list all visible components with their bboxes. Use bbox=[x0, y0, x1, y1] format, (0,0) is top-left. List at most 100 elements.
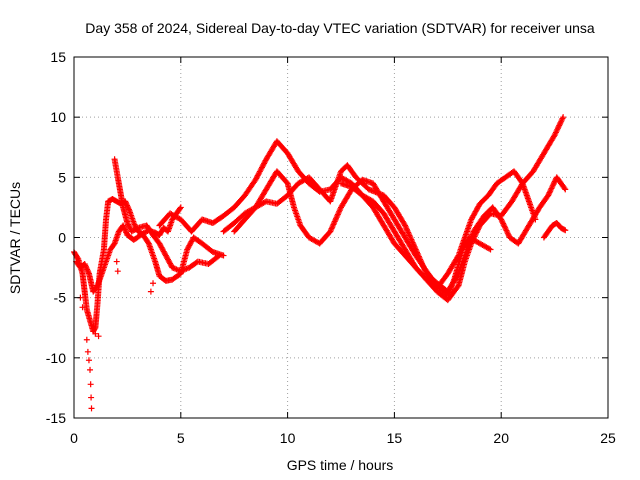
data-point bbox=[554, 126, 561, 133]
data-point bbox=[487, 246, 494, 253]
y-tick-label: 5 bbox=[58, 169, 66, 185]
data-point bbox=[556, 122, 563, 129]
data-point bbox=[177, 204, 184, 211]
data-point bbox=[121, 225, 128, 232]
data-point bbox=[503, 227, 510, 234]
data-point bbox=[454, 253, 461, 260]
x-tick-label: 20 bbox=[493, 430, 509, 446]
data-point bbox=[557, 119, 564, 126]
x-tick-label: 10 bbox=[280, 430, 296, 446]
data-point bbox=[85, 357, 92, 364]
series-track-d bbox=[156, 114, 567, 304]
data-points bbox=[71, 114, 569, 412]
data-point bbox=[556, 121, 563, 128]
data-point bbox=[120, 222, 127, 229]
data-point bbox=[113, 258, 120, 265]
data-point bbox=[110, 241, 117, 248]
data-point bbox=[550, 181, 557, 188]
x-tick-label: 15 bbox=[387, 430, 403, 446]
data-point bbox=[560, 114, 567, 121]
data-point bbox=[545, 190, 552, 197]
data-point bbox=[551, 132, 558, 139]
x-tick-label: 25 bbox=[600, 430, 616, 446]
data-point bbox=[121, 226, 128, 233]
data-point bbox=[133, 225, 140, 232]
data-point bbox=[88, 394, 95, 401]
data-point bbox=[499, 219, 506, 226]
y-tick-label: 0 bbox=[58, 230, 66, 246]
data-point bbox=[84, 266, 91, 273]
data-point bbox=[454, 271, 461, 278]
data-point bbox=[87, 381, 94, 388]
data-point bbox=[150, 280, 157, 287]
x-tick-label: 0 bbox=[70, 430, 78, 446]
y-tick-label: -5 bbox=[54, 290, 67, 306]
data-point bbox=[555, 123, 562, 130]
x-tick-label: 5 bbox=[177, 430, 185, 446]
data-point bbox=[498, 216, 505, 223]
data-point bbox=[83, 336, 90, 343]
data-point bbox=[81, 260, 88, 267]
data-point bbox=[561, 226, 568, 233]
data-point bbox=[504, 228, 511, 235]
data-point bbox=[502, 224, 509, 231]
data-point bbox=[532, 216, 539, 223]
series-track-c bbox=[111, 156, 223, 275]
data-point bbox=[88, 405, 95, 412]
x-axis-label: GPS time / hours bbox=[287, 457, 394, 473]
data-point bbox=[114, 268, 121, 275]
data-point bbox=[548, 185, 555, 192]
data-point bbox=[552, 130, 559, 137]
chart-title: Day 358 of 2024, Sidereal Day-to-day VTE… bbox=[85, 20, 595, 36]
data-point bbox=[504, 230, 511, 237]
data-point bbox=[547, 188, 554, 195]
data-point bbox=[551, 179, 558, 186]
data-point bbox=[547, 186, 554, 193]
y-tick-label: 10 bbox=[50, 109, 66, 125]
data-point bbox=[559, 115, 566, 122]
y-tick-label: -10 bbox=[46, 350, 66, 366]
axis-ticks: 0 5 10 15 20 25 -15 -10 -5 0 5 10 15 bbox=[46, 49, 616, 446]
y-axis-label: SDTVAR / TECUs bbox=[7, 182, 23, 294]
data-point bbox=[545, 192, 552, 199]
data-point bbox=[553, 128, 560, 135]
data-point bbox=[561, 185, 568, 192]
data-point bbox=[84, 267, 91, 274]
data-point bbox=[122, 227, 129, 234]
data-point bbox=[502, 226, 509, 233]
series-outliers bbox=[77, 258, 157, 412]
data-point bbox=[85, 269, 92, 276]
data-point bbox=[558, 116, 565, 123]
data-point bbox=[498, 217, 505, 224]
y-tick-label: -15 bbox=[46, 410, 66, 426]
data-point bbox=[95, 333, 102, 340]
data-point bbox=[92, 330, 99, 337]
data-point bbox=[91, 325, 98, 332]
data-point bbox=[176, 205, 183, 212]
series-track-h bbox=[540, 220, 569, 241]
data-point bbox=[486, 245, 493, 252]
data-point bbox=[84, 348, 91, 355]
data-point bbox=[500, 220, 507, 227]
data-point bbox=[120, 223, 127, 230]
data-point bbox=[144, 239, 151, 246]
data-point bbox=[125, 206, 132, 213]
y-tick-label: 15 bbox=[50, 49, 66, 65]
data-point bbox=[500, 222, 507, 229]
data-point bbox=[505, 231, 512, 238]
data-point bbox=[87, 366, 94, 373]
data-point bbox=[82, 263, 89, 270]
data-point bbox=[216, 252, 223, 259]
data-point bbox=[215, 253, 222, 260]
data-point bbox=[549, 182, 556, 189]
data-point bbox=[123, 229, 130, 236]
data-point bbox=[83, 265, 90, 272]
data-point bbox=[454, 283, 461, 290]
data-point bbox=[147, 288, 154, 295]
data-point bbox=[79, 304, 86, 311]
data-point bbox=[562, 186, 569, 193]
data-point bbox=[558, 118, 565, 125]
data-point bbox=[82, 262, 89, 269]
data-point bbox=[518, 179, 525, 186]
